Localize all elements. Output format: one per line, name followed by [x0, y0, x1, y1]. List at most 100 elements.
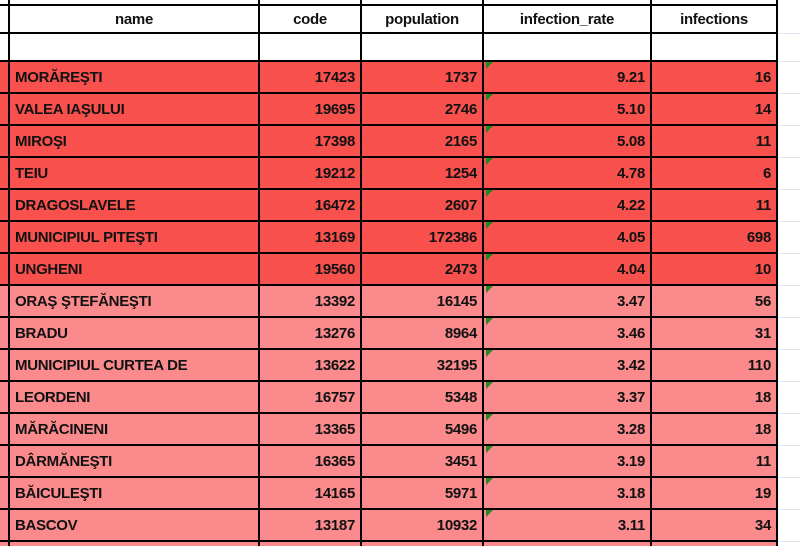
- cell-infection-rate[interactable]: 4.78: [484, 158, 652, 190]
- row-edge-cell[interactable]: [0, 158, 10, 190]
- cell-infection-rate[interactable]: 5.08: [484, 126, 652, 158]
- gutter-cell[interactable]: [778, 254, 800, 286]
- cell-name[interactable]: DRAGOSLAVELE: [10, 190, 260, 222]
- cell-infections[interactable]: 16: [652, 62, 778, 94]
- clipped-row-cell[interactable]: [652, 542, 778, 546]
- cell-infection-rate[interactable]: 4.22: [484, 190, 652, 222]
- clipped-row-cell[interactable]: [484, 0, 652, 6]
- row-edge-cell[interactable]: [0, 34, 10, 62]
- cell-population[interactable]: 10932: [362, 510, 484, 542]
- cell-code[interactable]: 19695: [260, 94, 362, 126]
- cell-code[interactable]: 17398: [260, 126, 362, 158]
- cell-name[interactable]: MUNICIPIUL CURTEA DE: [10, 350, 260, 382]
- empty-cell[interactable]: [362, 34, 484, 62]
- gutter-cell[interactable]: [778, 158, 800, 190]
- cell-infections[interactable]: 10: [652, 254, 778, 286]
- empty-cell[interactable]: [652, 34, 778, 62]
- cell-infections[interactable]: 14: [652, 94, 778, 126]
- row-edge-cell[interactable]: [0, 510, 10, 542]
- cell-infections[interactable]: 6: [652, 158, 778, 190]
- clipped-row-cell[interactable]: [260, 542, 362, 546]
- cell-code[interactable]: 13622: [260, 350, 362, 382]
- cell-infection-rate[interactable]: 3.46: [484, 318, 652, 350]
- cell-code[interactable]: 17423: [260, 62, 362, 94]
- cell-infections[interactable]: 11: [652, 446, 778, 478]
- gutter-cell[interactable]: [778, 446, 800, 478]
- cell-name[interactable]: LEORDENI: [10, 382, 260, 414]
- cell-code[interactable]: 16757: [260, 382, 362, 414]
- gutter-cell[interactable]: [778, 126, 800, 158]
- cell-population[interactable]: 32195: [362, 350, 484, 382]
- cell-infection-rate[interactable]: 5.10: [484, 94, 652, 126]
- clipped-row-cell[interactable]: [10, 542, 260, 546]
- cell-infection-rate[interactable]: 4.04: [484, 254, 652, 286]
- cell-code[interactable]: 19212: [260, 158, 362, 190]
- clipped-row-cell[interactable]: [260, 0, 362, 6]
- cell-name[interactable]: BASCOV: [10, 510, 260, 542]
- gutter-cell[interactable]: [778, 414, 800, 446]
- cell-infection-rate[interactable]: 9.21: [484, 62, 652, 94]
- cell-infections[interactable]: 11: [652, 190, 778, 222]
- cell-name[interactable]: MIROŞI: [10, 126, 260, 158]
- gutter-cell[interactable]: [778, 34, 800, 62]
- cell-code[interactable]: 13187: [260, 510, 362, 542]
- cell-population[interactable]: 16145: [362, 286, 484, 318]
- cell-infection-rate[interactable]: 3.28: [484, 414, 652, 446]
- clipped-row-cell[interactable]: [652, 0, 778, 6]
- cell-population[interactable]: 5496: [362, 414, 484, 446]
- cell-infections[interactable]: 110: [652, 350, 778, 382]
- cell-code[interactable]: 13169: [260, 222, 362, 254]
- cell-name[interactable]: BĂICULEŞTI: [10, 478, 260, 510]
- cell-population[interactable]: 5971: [362, 478, 484, 510]
- gutter-cell[interactable]: [778, 190, 800, 222]
- cell-code[interactable]: 16365: [260, 446, 362, 478]
- header-infections[interactable]: infections: [652, 6, 778, 34]
- header-code[interactable]: code: [260, 6, 362, 34]
- gutter-cell[interactable]: [778, 62, 800, 94]
- row-edge-cell[interactable]: [0, 222, 10, 254]
- row-edge-cell[interactable]: [0, 62, 10, 94]
- header-population[interactable]: population: [362, 6, 484, 34]
- cell-name[interactable]: VALEA IAŞULUI: [10, 94, 260, 126]
- row-edge-cell[interactable]: [0, 6, 10, 34]
- cell-name[interactable]: MORĂREŞTI: [10, 62, 260, 94]
- row-edge-cell[interactable]: [0, 254, 10, 286]
- empty-cell[interactable]: [10, 34, 260, 62]
- header-infection-rate[interactable]: infection_rate: [484, 6, 652, 34]
- cell-name[interactable]: UNGHENI: [10, 254, 260, 286]
- cell-infection-rate[interactable]: 3.19: [484, 446, 652, 478]
- clipped-row-cell[interactable]: [362, 542, 484, 546]
- gutter-cell[interactable]: [778, 510, 800, 542]
- row-edge-cell[interactable]: [0, 414, 10, 446]
- cell-infections[interactable]: 698: [652, 222, 778, 254]
- cell-name[interactable]: DÂRMĂNEŞTI: [10, 446, 260, 478]
- empty-cell[interactable]: [484, 34, 652, 62]
- gutter-cell[interactable]: [778, 542, 800, 546]
- cell-infections[interactable]: 18: [652, 414, 778, 446]
- gutter-cell[interactable]: [778, 286, 800, 318]
- row-edge-cell[interactable]: [0, 350, 10, 382]
- cell-infections[interactable]: 34: [652, 510, 778, 542]
- cell-population[interactable]: 2746: [362, 94, 484, 126]
- gutter-cell[interactable]: [778, 6, 800, 34]
- row-edge-cell[interactable]: [0, 382, 10, 414]
- gutter-cell[interactable]: [778, 222, 800, 254]
- cell-infection-rate[interactable]: 3.11: [484, 510, 652, 542]
- cell-code[interactable]: 13276: [260, 318, 362, 350]
- row-edge-cell[interactable]: [0, 286, 10, 318]
- cell-name[interactable]: MUNICIPIUL PITEŞTI: [10, 222, 260, 254]
- clipped-row-cell[interactable]: [10, 0, 260, 6]
- cell-code[interactable]: 13365: [260, 414, 362, 446]
- cell-name[interactable]: ORAŞ ŞTEFĂNEŞTI: [10, 286, 260, 318]
- cell-code[interactable]: 13392: [260, 286, 362, 318]
- cell-population[interactable]: 2473: [362, 254, 484, 286]
- cell-population[interactable]: 1254: [362, 158, 484, 190]
- gutter-cell[interactable]: [778, 318, 800, 350]
- gutter-cell[interactable]: [778, 0, 800, 6]
- cell-code[interactable]: 19560: [260, 254, 362, 286]
- empty-cell[interactable]: [260, 34, 362, 62]
- cell-infections[interactable]: 31: [652, 318, 778, 350]
- row-edge-cell[interactable]: [0, 318, 10, 350]
- gutter-cell[interactable]: [778, 94, 800, 126]
- cell-name[interactable]: TEIU: [10, 158, 260, 190]
